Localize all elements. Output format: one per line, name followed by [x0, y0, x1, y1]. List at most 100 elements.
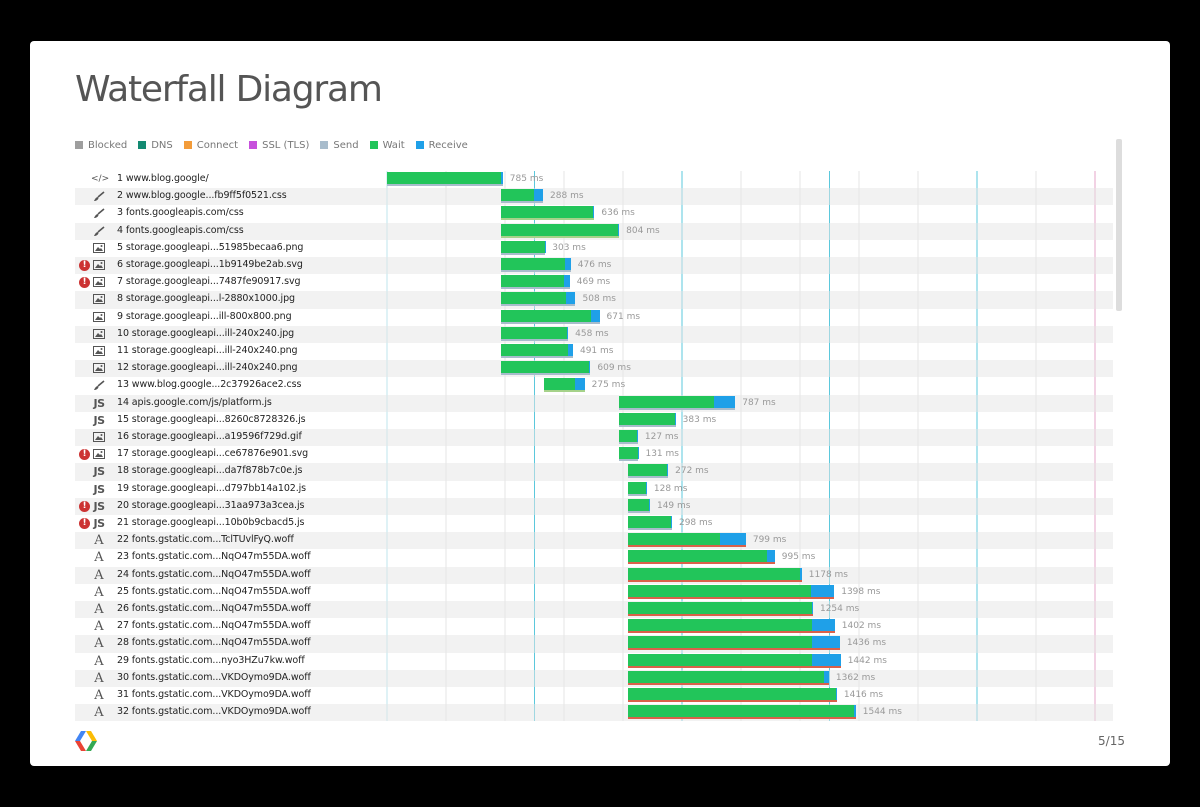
timing-bar[interactable]: [544, 378, 585, 393]
timing-bar[interactable]: [628, 481, 647, 496]
request-row[interactable]: 13 www.blog.google...2c37926ace2.css 275 …: [75, 377, 1113, 394]
wait-segment: [628, 464, 668, 477]
timing-label: 671 ms: [606, 311, 641, 322]
receive-segment: [564, 275, 570, 288]
image-icon: [91, 242, 107, 255]
timing-bar[interactable]: [500, 275, 570, 290]
request-row[interactable]: ! 17 storage.googleapi...ce67876e901.svg 1…: [75, 446, 1113, 463]
request-row[interactable]: 16 storage.googleapi...a19596f729d.gif 12…: [75, 429, 1113, 447]
request-row[interactable]: JS 19 storage.googleapi...d797bb14a102.js…: [75, 481, 1113, 498]
timing-bar[interactable]: [628, 516, 672, 530]
timing-bar[interactable]: [628, 602, 813, 616]
request-row[interactable]: 10 storage.googleapi...ill-240x240.jpg 45…: [75, 325, 1113, 343]
request-row[interactable]: JS 14 apis.google.com/js/platform.js 787 m…: [75, 394, 1113, 412]
timing-bar[interactable]: [628, 584, 835, 599]
request-label: 19 storage.googleapi...d797bb14a102.js: [117, 482, 307, 494]
request-icons: [75, 291, 109, 308]
wait-segment: [500, 189, 534, 202]
timing-bar[interactable]: [387, 172, 503, 186]
timing-label: 476 ms: [577, 260, 612, 270]
request-row[interactable]: A 26 fonts.gstatic.com...NqO47m55DA.woff 1…: [75, 601, 1113, 619]
timing-bar[interactable]: [628, 533, 746, 548]
request-icons: !: [75, 446, 109, 463]
receive-segment: [566, 326, 569, 339]
timing-bar[interactable]: [628, 498, 650, 513]
timing-label: 1398 ms: [841, 586, 881, 597]
request-row[interactable]: A 25 fonts.gstatic.com...NqO47m55DA.woff 1…: [75, 584, 1113, 601]
timing-bar[interactable]: [619, 412, 676, 427]
legend: Blocked DNS Connect SSL (TLS) Send Wait Receiv…: [75, 138, 479, 152]
wait-segment: [619, 412, 675, 425]
font-icon: A: [94, 567, 104, 583]
wait-segment: [500, 344, 569, 356]
request-row[interactable]: 3 fonts.googleapis.com/css 636 ms: [75, 205, 1113, 222]
request-row[interactable]: A 22 fonts.gstatic.com...TclTUvlFyQ.woff 7…: [75, 532, 1113, 550]
timing-bar[interactable]: [500, 292, 576, 307]
timing-bar[interactable]: [500, 240, 546, 255]
timing-bar[interactable]: [628, 636, 840, 651]
timing-bar[interactable]: [628, 550, 775, 565]
request-row[interactable]: JS 18 storage.googleapi...da7f878b7c0e.js…: [75, 463, 1113, 481]
request-row[interactable]: A 30 fonts.gstatic.com...VKDOymo9DA.woff 1…: [75, 669, 1113, 687]
timing-bar[interactable]: [628, 653, 841, 668]
receive-segment: [593, 206, 595, 219]
request-row[interactable]: 11 storage.googleapi...ill-240x240.png 49…: [75, 343, 1113, 360]
receive-segment: [566, 292, 576, 305]
request-row[interactable]: A 28 fonts.gstatic.com...NqO47m55DA.woff 1…: [75, 635, 1113, 653]
request-row[interactable]: 5 storage.googleapi...51985becaa6.png 303…: [75, 240, 1113, 257]
request-label: 31 fonts.gstatic.com...VKDOymo9DA.woff: [117, 689, 311, 700]
timing-bar[interactable]: [500, 206, 595, 221]
timing-bar[interactable]: [500, 344, 573, 358]
request-row[interactable]: A 23 fonts.gstatic.com...NqO47m55DA.woff 9…: [75, 549, 1113, 566]
request-row[interactable]: ! JS 20 storage.googleapi...31aa973a3cea.j…: [75, 497, 1113, 515]
request-row[interactable]: A 31 fonts.gstatic.com...VKDOymo9DA.woff 1…: [75, 687, 1113, 704]
request-icons: [75, 343, 109, 360]
timing-bar[interactable]: [500, 326, 569, 341]
request-row[interactable]: 9 storage.googleapi...ill-800x800.png 671…: [75, 309, 1113, 326]
request-row[interactable]: JS 15 storage.googleapi...8260c8728326.js…: [75, 412, 1113, 429]
request-row[interactable]: 2 www.blog.google...fb9ff5f0521.css 288 m…: [75, 188, 1113, 206]
timing-bar[interactable]: [628, 688, 837, 702]
timing-bar[interactable]: [619, 395, 736, 410]
request-row[interactable]: A 32 fonts.gstatic.com...VKDOymo9DA.woff 1…: [75, 704, 1113, 721]
send-segment: [544, 390, 585, 393]
request-row[interactable]: ! 7 storage.googleapi...7487fe90917.svg 46…: [75, 274, 1113, 291]
wait-segment: [500, 258, 566, 270]
legend-label: Connect: [196, 139, 239, 151]
request-row[interactable]: A 27 fonts.gstatic.com...NqO47m55DA.woff 1…: [75, 618, 1113, 635]
timing-bar[interactable]: [500, 258, 571, 272]
request-label: 12 storage.googleapi...ill-240x240.png: [117, 362, 298, 374]
timing-bar[interactable]: [628, 464, 669, 479]
request-row[interactable]: 4 fonts.googleapis.com/css 804 ms: [75, 222, 1113, 240]
request-icons: A: [75, 601, 109, 618]
request-row[interactable]: 12 storage.googleapi...ill-240x240.png 60…: [75, 360, 1113, 378]
wait-segment: [619, 395, 714, 408]
timing-bar[interactable]: [628, 670, 829, 685]
legend-swatch: [138, 141, 147, 149]
request-row[interactable]: ! 6 storage.googleapi...1b9149be2ab.svg 47…: [75, 257, 1113, 275]
request-row[interactable]: </> 1 www.blog.google/785 ms: [75, 171, 1113, 188]
receive-segment: [500, 172, 503, 184]
timing-bar[interactable]: [500, 309, 600, 324]
image-icon: [91, 293, 107, 306]
request-row[interactable]: 8 storage.googleapi...l-2880x1000.jpg 508…: [75, 291, 1113, 309]
timing-bar[interactable]: [628, 705, 856, 720]
timing-bar[interactable]: [619, 447, 639, 462]
timing-bar[interactable]: [628, 567, 802, 582]
request-row[interactable]: A 29 fonts.gstatic.com...nyo3HZu7kw.woff 1…: [75, 653, 1113, 670]
timing-bar[interactable]: [500, 223, 620, 238]
timing-label: 636 ms: [601, 208, 635, 219]
page-title: Waterfall Diagram: [75, 69, 383, 110]
request-label: 4 fonts.googleapis.com/css: [117, 224, 244, 236]
request-icons: JS: [75, 481, 109, 498]
request-row[interactable]: A 24 fonts.gstatic.com...NqO47m55DA.woff 1…: [75, 566, 1113, 584]
request-row[interactable]: ! JS 21 storage.googleapi...10b0b9cbacd5.j…: [75, 515, 1113, 532]
wait-segment: [628, 688, 836, 700]
timing-bar[interactable]: [619, 430, 638, 444]
timing-bar[interactable]: [628, 619, 835, 634]
timing-bar[interactable]: [500, 361, 591, 376]
timing-bar[interactable]: [500, 189, 544, 204]
wait-segment: [500, 326, 567, 339]
scrollbar[interactable]: [1116, 139, 1122, 311]
font-icon: A: [94, 584, 104, 600]
